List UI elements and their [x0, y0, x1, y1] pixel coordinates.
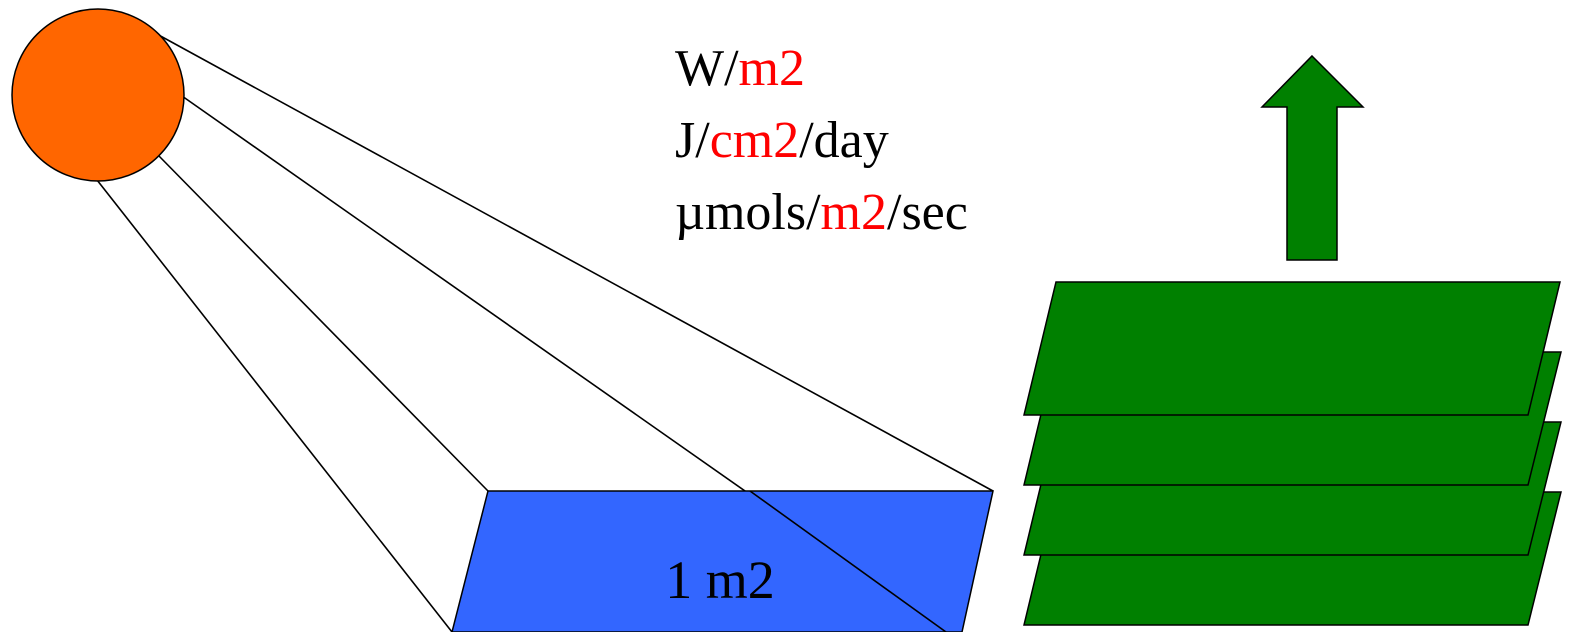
unit-part: W/	[675, 40, 739, 97]
unit-part: µmols/	[675, 184, 821, 241]
light-ray-overlay	[749, 490, 947, 632]
light-ray	[154, 32, 994, 492]
light-ray	[96, 179, 453, 632]
unit-part: /sec	[887, 184, 968, 241]
light-ray	[157, 154, 489, 492]
leaf-layer-stack	[1023, 281, 1562, 626]
ground-area-1m2	[451, 490, 994, 632]
unit-part: /day	[799, 112, 889, 169]
units-text: W/m2 J/cm2/day µmols/m2/sec	[675, 40, 968, 241]
unit-part: J/	[675, 112, 710, 169]
up-arrow-icon	[1260, 54, 1365, 261]
unit-highlight: m2	[821, 184, 887, 241]
unit-highlight: m2	[739, 40, 805, 97]
unit-highlight: cm2	[710, 112, 800, 169]
sun-icon	[11, 8, 185, 182]
area-label: 1 m2	[665, 550, 775, 610]
leaf-layer	[1023, 281, 1561, 416]
